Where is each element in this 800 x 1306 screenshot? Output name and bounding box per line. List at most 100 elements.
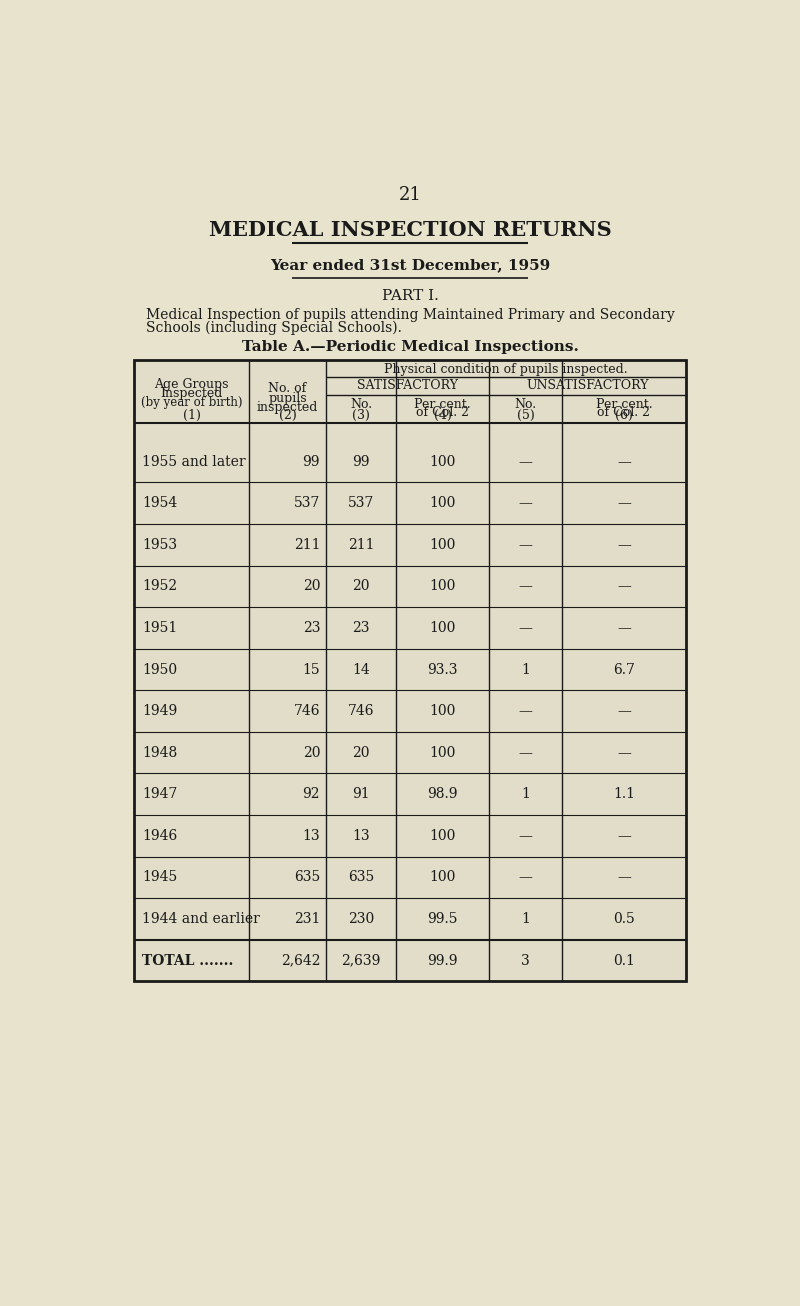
Text: Year ended 31st December, 1959: Year ended 31st December, 1959	[270, 259, 550, 273]
Text: UNSATISFACTORY: UNSATISFACTORY	[526, 379, 649, 392]
Text: MEDICAL INSPECTION RETURNS: MEDICAL INSPECTION RETURNS	[209, 219, 611, 240]
Text: —: —	[518, 454, 533, 469]
Text: Age Groups: Age Groups	[154, 377, 229, 390]
Text: (5): (5)	[517, 409, 534, 422]
Text: 746: 746	[348, 704, 374, 718]
Text: 98.9: 98.9	[427, 788, 458, 802]
Text: 15: 15	[302, 662, 320, 677]
Text: 1954: 1954	[142, 496, 177, 511]
Text: Per cent.: Per cent.	[414, 398, 471, 410]
Text: —: —	[518, 538, 533, 552]
Text: Per cent.: Per cent.	[595, 398, 652, 410]
Text: No. of: No. of	[269, 383, 306, 396]
Text: 2,639: 2,639	[342, 953, 381, 968]
Text: 23: 23	[353, 620, 370, 635]
Text: (4): (4)	[434, 409, 451, 422]
Text: 537: 537	[348, 496, 374, 511]
Text: of Col. 2: of Col. 2	[598, 406, 650, 419]
Text: (1): (1)	[182, 409, 200, 422]
Text: 1945: 1945	[142, 870, 177, 884]
Text: 14: 14	[352, 662, 370, 677]
Text: 92: 92	[302, 788, 320, 802]
Text: —: —	[617, 538, 631, 552]
Text: 1947: 1947	[142, 788, 178, 802]
Text: (3): (3)	[352, 409, 370, 422]
Text: 100: 100	[430, 454, 456, 469]
Text: 99: 99	[353, 454, 370, 469]
Text: —: —	[518, 870, 533, 884]
Text: (6): (6)	[615, 409, 633, 422]
Text: 635: 635	[294, 870, 320, 884]
Text: inspected: inspected	[257, 401, 318, 414]
Text: 99.5: 99.5	[427, 912, 458, 926]
Text: —: —	[617, 829, 631, 842]
Text: No.: No.	[350, 398, 372, 410]
Text: 91: 91	[352, 788, 370, 802]
Text: —: —	[518, 829, 533, 842]
Text: 746: 746	[294, 704, 320, 718]
Text: 100: 100	[430, 580, 456, 593]
Text: 1946: 1946	[142, 829, 177, 842]
Text: 1953: 1953	[142, 538, 177, 552]
Text: (2): (2)	[278, 409, 297, 422]
Text: —: —	[617, 496, 631, 511]
Text: 100: 100	[430, 496, 456, 511]
Bar	[134, 360, 686, 981]
Text: 20: 20	[353, 746, 370, 760]
Text: —: —	[518, 746, 533, 760]
Text: —: —	[617, 746, 631, 760]
Text: 6.7: 6.7	[613, 662, 635, 677]
Text: —: —	[617, 704, 631, 718]
Text: (by year of birth): (by year of birth)	[141, 396, 242, 409]
Text: 1: 1	[521, 788, 530, 802]
Text: 1.1: 1.1	[613, 788, 635, 802]
Text: 1: 1	[521, 662, 530, 677]
Text: 1951: 1951	[142, 620, 177, 635]
Text: SATISFACTORY: SATISFACTORY	[357, 379, 458, 392]
Text: 93.3: 93.3	[427, 662, 458, 677]
Text: 100: 100	[430, 620, 456, 635]
Bar	[134, 360, 686, 981]
Text: PART I.: PART I.	[382, 289, 438, 303]
Text: 1949: 1949	[142, 704, 177, 718]
Text: 1950: 1950	[142, 662, 177, 677]
Text: —: —	[518, 496, 533, 511]
Text: 0.1: 0.1	[613, 953, 635, 968]
Text: 231: 231	[294, 912, 320, 926]
Text: 99: 99	[302, 454, 320, 469]
Text: Medical Inspection of pupils attending Maintained Primary and Secondary: Medical Inspection of pupils attending M…	[146, 308, 675, 321]
Text: 1944 and earlier: 1944 and earlier	[142, 912, 260, 926]
Text: 20: 20	[353, 580, 370, 593]
Text: 0.5: 0.5	[613, 912, 634, 926]
Text: —: —	[617, 870, 631, 884]
Text: 2,642: 2,642	[281, 953, 320, 968]
Text: 635: 635	[348, 870, 374, 884]
Text: Schools (including Special Schools).: Schools (including Special Schools).	[146, 321, 402, 336]
Text: 3: 3	[521, 953, 530, 968]
Text: 211: 211	[294, 538, 320, 552]
Text: 100: 100	[430, 746, 456, 760]
Text: 13: 13	[302, 829, 320, 842]
Text: 100: 100	[430, 704, 456, 718]
Text: —: —	[617, 580, 631, 593]
Text: Physical condition of pupils inspected.: Physical condition of pupils inspected.	[384, 363, 628, 376]
Text: TOTAL .......: TOTAL .......	[142, 953, 234, 968]
Text: 230: 230	[348, 912, 374, 926]
Text: 99.9: 99.9	[427, 953, 458, 968]
Text: —: —	[518, 620, 533, 635]
Text: 100: 100	[430, 538, 456, 552]
Text: 1948: 1948	[142, 746, 177, 760]
Text: 23: 23	[302, 620, 320, 635]
Text: 20: 20	[302, 746, 320, 760]
Text: pupils: pupils	[268, 392, 307, 405]
Text: Table A.—Periodic Medical Inspections.: Table A.—Periodic Medical Inspections.	[242, 340, 578, 354]
Text: 100: 100	[430, 870, 456, 884]
Text: No.: No.	[514, 398, 537, 410]
Text: of Col. 2: of Col. 2	[416, 406, 469, 419]
Text: 1952: 1952	[142, 580, 177, 593]
Text: 537: 537	[294, 496, 320, 511]
Text: 20: 20	[302, 580, 320, 593]
Text: —: —	[518, 704, 533, 718]
Text: —: —	[617, 620, 631, 635]
Text: 1955 and later: 1955 and later	[142, 454, 246, 469]
